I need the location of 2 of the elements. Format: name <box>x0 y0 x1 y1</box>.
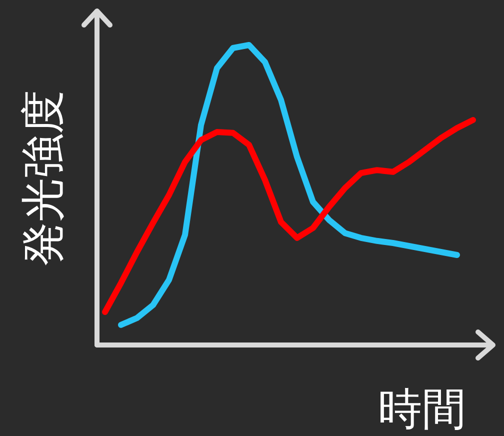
x-axis-title: 時間 <box>378 384 466 435</box>
y-axis-title: 発光強度 <box>18 90 69 266</box>
